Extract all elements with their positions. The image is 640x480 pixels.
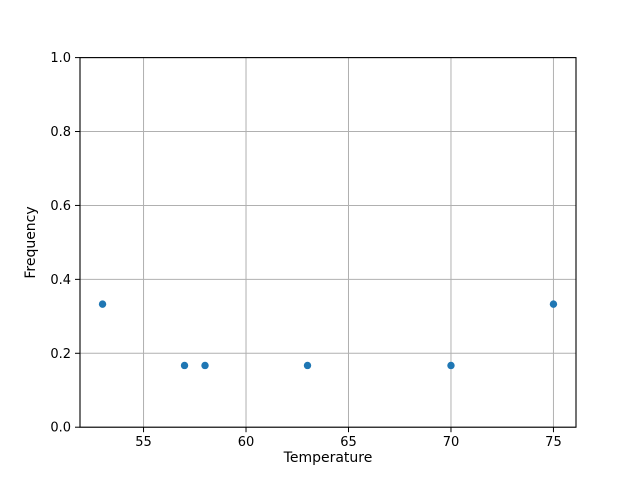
x-tick-label: 65 — [340, 435, 357, 450]
y-tick-label: 0.8 — [50, 125, 71, 140]
y-tick-label: 0.2 — [50, 347, 71, 362]
data-point — [303, 361, 312, 370]
x-tick-label: 55 — [135, 435, 152, 450]
y-axis-label: Frequency — [23, 206, 39, 278]
data-point — [201, 361, 209, 370]
data-points-layer — [98, 300, 558, 370]
x-tick-label: 60 — [238, 435, 255, 450]
axes-spines — [79, 57, 577, 428]
data-point — [549, 300, 558, 308]
data-point — [98, 300, 107, 308]
x-tick-label: 70 — [443, 435, 460, 450]
y-tick-label: 0.4 — [50, 273, 71, 288]
plot-border — [79, 57, 577, 428]
data-point — [180, 361, 189, 370]
y-tick-label: 0.0 — [50, 421, 71, 436]
y-tick-label: 0.6 — [50, 199, 71, 214]
y-tick-label: 1.0 — [50, 51, 71, 66]
x-axis-label: Temperature — [283, 450, 373, 466]
tick-layer: 55 60 65 70 75 0.0 0.2 0.4 0.6 0.8 1.0 — [50, 51, 561, 450]
grid-layer — [80, 57, 576, 428]
data-point — [447, 361, 455, 370]
x-tick-label: 75 — [545, 435, 562, 450]
